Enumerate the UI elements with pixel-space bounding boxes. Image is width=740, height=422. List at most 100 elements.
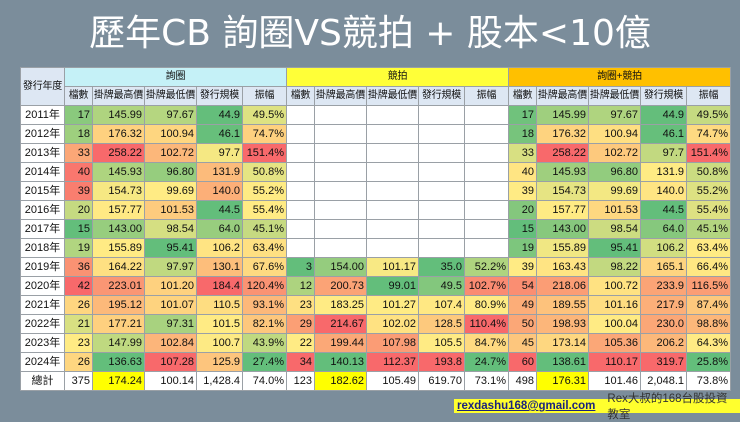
inquiry-cell: 1,428.4 <box>196 371 243 391</box>
auction-subheader: 振幅 <box>464 86 509 106</box>
inquiry-cell: 195.12 <box>92 295 145 315</box>
inquiry-cell: 174.24 <box>92 371 145 391</box>
auction-cell <box>418 105 465 125</box>
combined-cell: 131.9 <box>640 162 687 182</box>
auction-cell <box>464 200 509 220</box>
inquiry-cell: 184.4 <box>196 276 243 296</box>
combined-cell: 176.32 <box>536 124 589 144</box>
auction-cell <box>418 143 465 163</box>
auction-cell <box>366 162 419 182</box>
table-row: 2021年 26 195.12 101.07 110.5 93.1% 23 183.25 101… <box>20 295 731 315</box>
year-cell: 2012年 <box>20 124 65 144</box>
combined-cell: 110.17 <box>588 352 641 372</box>
combined-cell: 189.55 <box>536 295 589 315</box>
combined-cell: 87.4% <box>686 295 731 315</box>
year-cell: 2014年 <box>20 162 65 182</box>
combined-cell: 258.22 <box>536 143 589 163</box>
auction-cell <box>286 124 315 144</box>
auction-cell: 73.1% <box>464 371 509 391</box>
combined-subheader: 振幅 <box>686 86 731 106</box>
inquiry-cell: 27.4% <box>242 352 287 372</box>
year-cell: 2016年 <box>20 200 65 220</box>
auction-cell: 193.8 <box>418 352 465 372</box>
inquiry-cell: 17 <box>64 105 93 125</box>
table-row: 2019年 36 164.22 97.97 130.1 67.6% 3 154.00 101.1… <box>20 257 731 277</box>
combined-cell: 55.2% <box>686 181 731 201</box>
combined-cell: 105.36 <box>588 333 641 353</box>
inquiry-cell: 375 <box>64 371 93 391</box>
combined-cell: 157.77 <box>536 200 589 220</box>
inquiry-cell: 46.1 <box>196 124 243 144</box>
auction-cell <box>314 200 367 220</box>
auction-cell <box>464 143 509 163</box>
inquiry-cell: 125.9 <box>196 352 243 372</box>
auction-cell <box>314 124 367 144</box>
inquiry-cell: 82.1% <box>242 314 287 334</box>
combined-cell: 50 <box>508 314 537 334</box>
inquiry-cell: 164.22 <box>92 257 145 277</box>
year-header: 發行年度 <box>20 67 65 106</box>
footer-banner: rexdashu168@gmail.com Rex大叔的168台股投資教室 <box>454 393 740 421</box>
year-cell: 2024年 <box>20 352 65 372</box>
combined-cell: 49.5% <box>686 105 731 125</box>
inquiry-cell: 102.72 <box>144 143 197 163</box>
inquiry-cell: 120.4% <box>242 276 287 296</box>
combined-cell: 64.0 <box>640 219 687 239</box>
inquiry-cell: 95.41 <box>144 238 197 258</box>
inquiry-cell: 157.77 <box>92 200 145 220</box>
inquiry-cell: 55.4% <box>242 200 287 220</box>
inquiry-cell: 26 <box>64 352 93 372</box>
inquiry-cell: 26 <box>64 295 93 315</box>
combined-cell: 55.4% <box>686 200 731 220</box>
combined-cell: 319.7 <box>640 352 687 372</box>
auction-cell <box>314 181 367 201</box>
auction-cell: 12 <box>286 276 315 296</box>
auction-cell: 105.49 <box>366 371 419 391</box>
combined-cell: 140.0 <box>640 181 687 201</box>
year-cell: 2022年 <box>20 314 65 334</box>
combined-cell: 218.06 <box>536 276 589 296</box>
combined-cell: 45 <box>508 333 537 353</box>
combined-cell: 233.9 <box>640 276 687 296</box>
auction-cell: 22 <box>286 333 315 353</box>
combined-cell: 40 <box>508 162 537 182</box>
inquiry-cell: 97.31 <box>144 314 197 334</box>
combined-cell: 39 <box>508 181 537 201</box>
auction-cell <box>464 219 509 239</box>
auction-cell <box>314 238 367 258</box>
combined-cell: 17 <box>508 105 537 125</box>
combined-cell: 50.8% <box>686 162 731 182</box>
inquiry-cell: 19 <box>64 238 93 258</box>
combined-cell: 151.4% <box>686 143 731 163</box>
combined-cell: 99.69 <box>588 181 641 201</box>
combined-cell: 100.72 <box>588 276 641 296</box>
cb-statistics-table: 發行年度 詢圈 競拍 詢圈+競拍 檔數 掛牌最高價 掛牌最低價 發行規模 振幅 檔數 掛牌最… <box>20 67 731 391</box>
inquiry-cell: 100.14 <box>144 371 197 391</box>
auction-cell: 107.98 <box>366 333 419 353</box>
inquiry-cell: 96.80 <box>144 162 197 182</box>
auction-cell <box>464 181 509 201</box>
auction-cell: 34 <box>286 352 315 372</box>
auction-cell <box>464 105 509 125</box>
auction-cell <box>366 219 419 239</box>
combined-cell: 64.3% <box>686 333 731 353</box>
auction-cell: 84.7% <box>464 333 509 353</box>
combined-cell: 138.61 <box>536 352 589 372</box>
auction-cell <box>314 219 367 239</box>
auction-cell <box>418 162 465 182</box>
combined-cell: 100.94 <box>588 124 641 144</box>
combined-cell: 18 <box>508 124 537 144</box>
inquiry-cell: 110.5 <box>196 295 243 315</box>
combined-cell: 66.4% <box>686 257 731 277</box>
combined-cell: 154.73 <box>536 181 589 201</box>
auction-cell: 110.4% <box>464 314 509 334</box>
combined-cell: 54 <box>508 276 537 296</box>
inquiry-cell: 176.32 <box>92 124 145 144</box>
contact-email-link[interactable]: rexdashu168@gmail.com <box>457 400 596 412</box>
auction-cell: 112.37 <box>366 352 419 372</box>
inquiry-subheader: 振幅 <box>242 86 287 106</box>
combined-subheader: 掛牌最高價 <box>536 86 589 106</box>
table-row: 2017年 15 143.00 98.54 64.0 45.1% 15 143.00 98.54… <box>20 219 731 239</box>
combined-cell: 145.99 <box>536 105 589 125</box>
auction-cell <box>366 200 419 220</box>
